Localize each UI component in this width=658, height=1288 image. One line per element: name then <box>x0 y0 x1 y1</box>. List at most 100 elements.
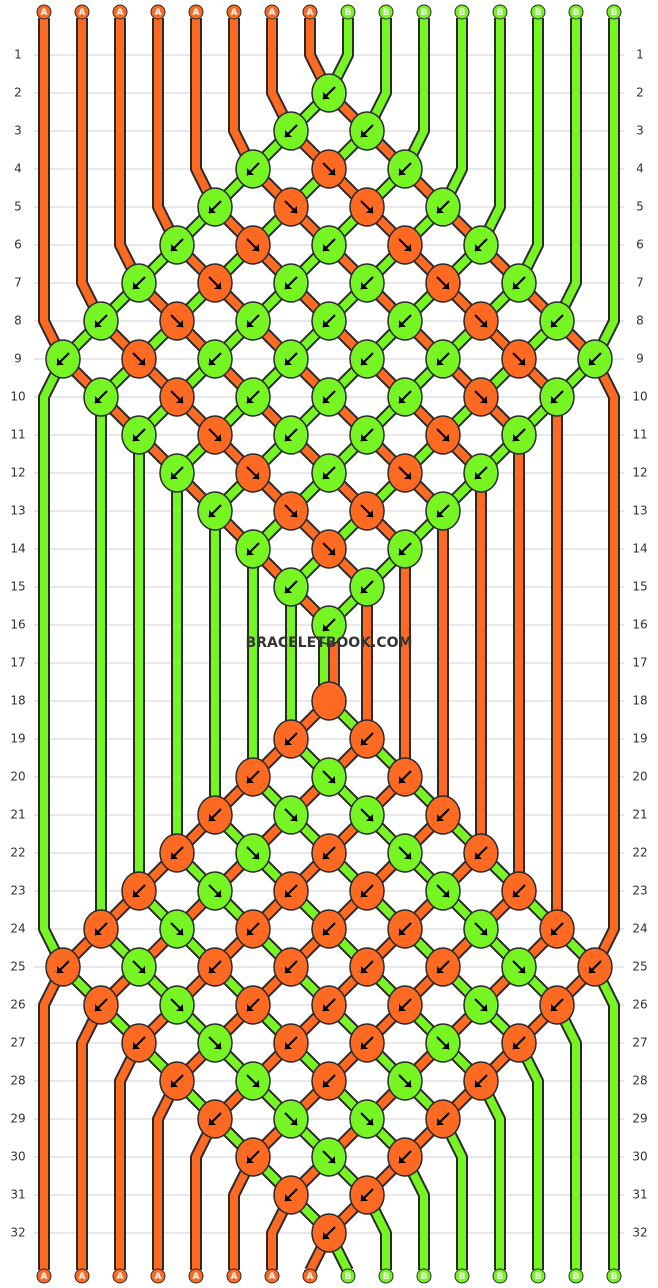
knot-arrowhead <box>475 244 482 251</box>
string-cap <box>530 1268 546 1284</box>
knot-arrowhead <box>133 282 140 289</box>
knot-arrowhead <box>323 624 330 631</box>
string-cap <box>492 4 508 20</box>
row-number: 22 <box>632 846 647 860</box>
knot-arrowhead <box>404 1080 411 1087</box>
knot-arrowhead <box>252 472 259 479</box>
knot-arrowhead <box>285 966 292 973</box>
knot-arrowhead <box>480 1004 487 1011</box>
row-number: 18 <box>632 694 647 708</box>
knot-arrowhead <box>513 434 520 441</box>
knot-arrowhead <box>399 1156 406 1163</box>
row-number: 25 <box>10 960 25 974</box>
string-cap <box>36 1268 52 1284</box>
string-label: B <box>497 1272 504 1282</box>
knot-arrowhead <box>518 358 525 365</box>
row-number: 21 <box>632 808 647 822</box>
knot-arrowhead <box>176 396 183 403</box>
knot-arrowhead <box>209 510 216 517</box>
string-cap <box>454 4 470 20</box>
row-number: 32 <box>10 1226 25 1240</box>
string <box>40 357 67 969</box>
knot-arrowhead <box>171 472 178 479</box>
string-cap <box>36 4 52 20</box>
string-label: A <box>155 1272 162 1282</box>
string <box>40 18 67 361</box>
row-number: 3 <box>636 124 644 138</box>
knot-arrowhead <box>247 168 254 175</box>
string-cap <box>302 1268 318 1284</box>
row-number: 28 <box>10 1074 25 1088</box>
string-cap <box>606 1268 622 1284</box>
string-label: B <box>345 8 352 18</box>
knot-arrowhead <box>209 358 216 365</box>
knot-arrowhead <box>247 548 254 555</box>
knot-arrowhead <box>513 890 520 897</box>
row-number: 30 <box>632 1150 647 1164</box>
knot-arrowhead <box>285 1042 292 1049</box>
row-number: 2 <box>14 86 22 100</box>
knot-arrowhead <box>171 852 178 859</box>
knot-arrowhead <box>437 510 444 517</box>
knot-arrowhead <box>323 244 330 251</box>
string-cap <box>568 1268 584 1284</box>
row-number: 11 <box>632 428 647 442</box>
row-number: 7 <box>14 276 22 290</box>
knots <box>45 73 613 1253</box>
knot-arrowhead <box>551 928 558 935</box>
row-number: 20 <box>10 770 25 784</box>
knot-arrowhead <box>247 776 254 783</box>
watermark: BRACELETBOOK.COM <box>246 635 413 651</box>
row-number: 16 <box>10 618 25 632</box>
row-number: 10 <box>10 390 25 404</box>
knot-arrowhead <box>399 320 406 327</box>
knot-arrowhead <box>442 890 449 897</box>
string-label: B <box>611 1272 618 1282</box>
knot-arrowhead <box>95 928 102 935</box>
knot-arrowhead <box>475 1080 482 1087</box>
knot-arrowhead <box>57 966 64 973</box>
knot <box>311 681 347 721</box>
knot-arrowhead <box>366 1118 373 1125</box>
knot-arrowhead <box>252 852 259 859</box>
knot-arrowhead <box>323 1080 330 1087</box>
row-number: 29 <box>10 1112 25 1126</box>
row-number: 10 <box>632 390 647 404</box>
knot-arrowhead <box>437 966 444 973</box>
string <box>553 1003 580 1270</box>
row-number: 32 <box>632 1226 647 1240</box>
row-number: 13 <box>10 504 25 518</box>
knot-arrowhead <box>323 92 330 99</box>
knot-arrowhead <box>209 966 216 973</box>
knot-arrowhead <box>214 434 221 441</box>
row-number: 8 <box>636 314 644 328</box>
row-number: 16 <box>632 618 647 632</box>
knot-arrowhead <box>361 1042 368 1049</box>
knot-arrowhead <box>285 358 292 365</box>
row-number: 24 <box>10 922 25 936</box>
string-cap <box>150 4 166 20</box>
row-number: 18 <box>10 694 25 708</box>
row-number: 11 <box>10 428 25 442</box>
knot-arrowhead <box>176 928 183 935</box>
knot-arrowhead <box>323 852 330 859</box>
string-cap <box>264 1268 280 1284</box>
string-cap <box>264 4 280 20</box>
knot-arrowhead <box>437 814 444 821</box>
knot-arrowhead <box>285 282 292 289</box>
knot-arrowhead <box>404 852 411 859</box>
knot-arrowhead <box>252 1080 259 1087</box>
row-number: 12 <box>632 466 647 480</box>
string-label: A <box>269 8 276 18</box>
knot-arrowhead <box>290 510 297 517</box>
string-label: A <box>41 1272 48 1282</box>
knot-arrowhead <box>361 586 368 593</box>
knot-arrowhead <box>95 1004 102 1011</box>
string-label: A <box>307 8 314 18</box>
row-number: 22 <box>10 846 25 860</box>
knot-arrowhead <box>475 852 482 859</box>
row-number: 23 <box>632 884 647 898</box>
string-label: B <box>345 1272 352 1282</box>
row-number: 5 <box>14 200 22 214</box>
